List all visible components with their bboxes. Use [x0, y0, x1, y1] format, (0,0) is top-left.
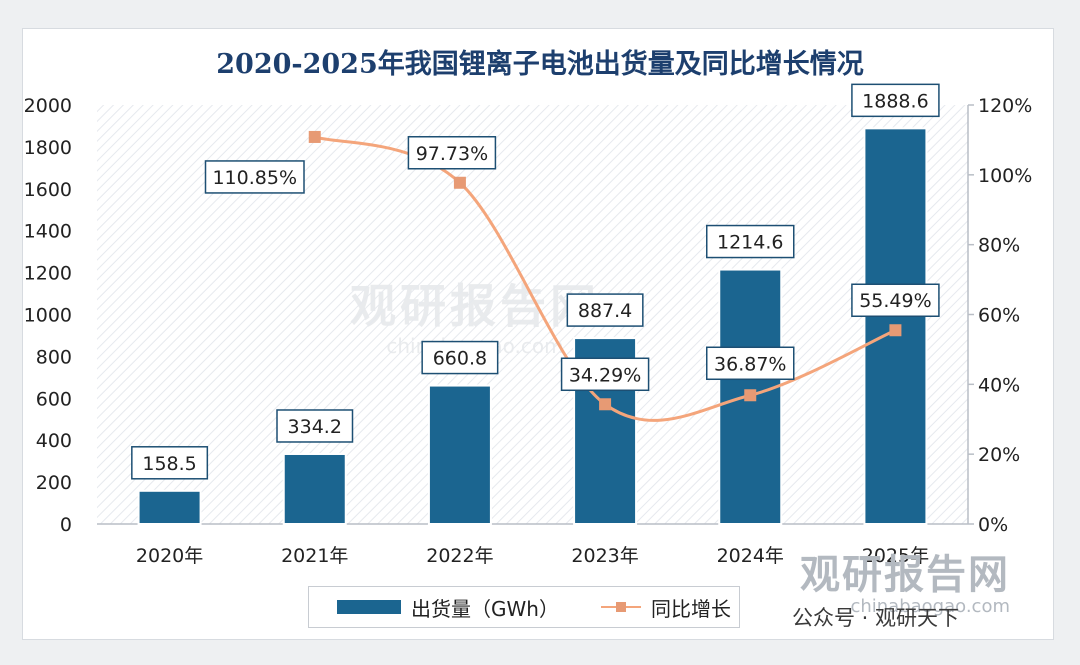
- bar-value-label-box: [566, 293, 644, 327]
- y-left-tick-label: 2000: [24, 95, 72, 117]
- bar-value-label: 158.5: [142, 453, 196, 475]
- chart-title: 2020-2025年我国锂离子电池出货量及同比增长情况: [216, 49, 864, 80]
- bar-value-label: 1888.6: [862, 90, 928, 112]
- growth-marker: [744, 389, 757, 402]
- x-tick-label: 2024年: [717, 545, 784, 567]
- social-account-label: 公众号 · 观研天下: [792, 606, 960, 630]
- bar-value-label-box: [131, 446, 209, 480]
- y-left-tick-label: 200: [36, 472, 72, 494]
- bar: [137, 489, 202, 525]
- y-left-tick-label: 600: [36, 388, 72, 410]
- y-right-tick-label: 40%: [978, 374, 1020, 396]
- x-tick-label: 2023年: [571, 545, 638, 567]
- legend-line-label: 同比增长: [650, 596, 731, 621]
- growth-marker: [599, 398, 612, 411]
- growth-value-label: 34.29%: [569, 364, 641, 386]
- y-right-tick-label: 0%: [978, 514, 1008, 536]
- bar-value-label-box: [851, 83, 940, 118]
- bar-value-label: 660.8: [433, 348, 487, 370]
- y-left-tick-label: 800: [36, 346, 72, 368]
- bar-value-label: 334.2: [288, 416, 342, 438]
- legend-item-growth: 同比增长: [600, 593, 731, 622]
- bar: [427, 384, 492, 526]
- y-left-tick-label: 1400: [24, 221, 72, 243]
- y-left-tick-label: 400: [36, 430, 72, 452]
- legend-line-swatch: [600, 599, 641, 615]
- corner-watermark-url: chinabaogao.com: [850, 596, 1010, 617]
- growth-value-label-box: [407, 136, 497, 170]
- growth-value-label-box: [204, 160, 305, 194]
- growth-value-label: 55.49%: [859, 290, 931, 312]
- y-left-tick-label: 1000: [24, 305, 72, 327]
- corner-watermark-brand: 观研报告网: [800, 552, 1010, 598]
- x-tick-label: 2021年: [281, 545, 348, 567]
- bar-value-label-box: [706, 224, 795, 259]
- y-right-tick-label: 60%: [978, 305, 1020, 327]
- y-left-tick-label: 0: [60, 514, 72, 536]
- legend-item-shipments: 出货量（GWh）: [337, 593, 559, 622]
- bar-value-label-box: [276, 409, 354, 443]
- growth-value-label: 110.85%: [212, 167, 297, 189]
- growth-value-label-box: [851, 283, 940, 317]
- legend-bar-swatch: [337, 600, 401, 614]
- growth-value-label-box: [706, 346, 795, 381]
- y-right-tick-label: 120%: [978, 95, 1032, 117]
- bar-value-label: 1214.6: [717, 232, 783, 254]
- x-tick-label: 2020年: [136, 545, 203, 567]
- bar-value-label-box: [421, 340, 499, 375]
- growth-marker: [453, 176, 466, 189]
- growth-marker: [308, 130, 321, 143]
- growth-value-label: 36.87%: [714, 353, 786, 375]
- y-left-tick-label: 1800: [24, 137, 72, 159]
- y-right-tick-label: 100%: [978, 165, 1032, 187]
- y-right-tick-label: 80%: [978, 235, 1020, 257]
- bar: [282, 452, 347, 526]
- y-left-tick-label: 1200: [24, 263, 72, 285]
- y-right-tick-label: 20%: [978, 444, 1020, 466]
- chart-legend: 出货量（GWh） 同比增长: [308, 586, 740, 628]
- bar-value-label: 887.4: [578, 300, 632, 322]
- x-tick-label: 2022年: [426, 545, 493, 567]
- x-tick-label: 2025年: [862, 545, 929, 567]
- corner-watermark: 观研报告网 chinabaogao.com: [800, 542, 1010, 617]
- legend-bar-label: 出货量（GWh）: [411, 596, 559, 621]
- growth-marker: [889, 324, 902, 337]
- growth-value-label: 97.73%: [416, 143, 488, 165]
- growth-value-label-box: [560, 357, 650, 392]
- y-left-tick-label: 1600: [24, 179, 72, 201]
